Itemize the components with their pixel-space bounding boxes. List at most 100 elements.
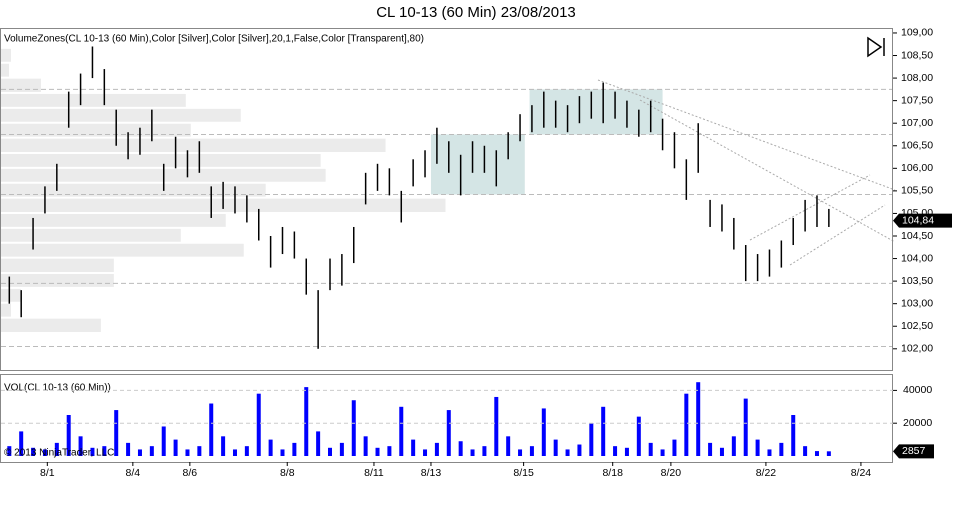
volume-panel	[0, 374, 893, 463]
volume-bar	[387, 446, 392, 456]
volume-bar	[708, 442, 713, 456]
volume-zone	[1, 303, 11, 317]
volume-bar	[280, 449, 285, 456]
volume-bar	[719, 447, 724, 456]
volume-zone	[1, 318, 101, 333]
y-tick-label: 102,00	[901, 343, 933, 355]
trend-line	[749, 174, 871, 241]
y-tick-label: 108,00	[901, 72, 933, 84]
volume-bar	[755, 439, 760, 456]
volume-bar	[375, 447, 380, 456]
volume-bar	[814, 451, 819, 456]
volume-bar	[399, 406, 404, 456]
y-tick-label: 108,50	[901, 49, 933, 61]
play-icon[interactable]	[867, 36, 885, 58]
volume-bar	[42, 449, 47, 456]
trend-line	[639, 99, 896, 243]
volume-bar	[589, 423, 594, 456]
volume-bar	[624, 447, 629, 456]
volume-bar	[672, 439, 677, 456]
volume-bar	[731, 436, 736, 456]
volume-bar	[244, 446, 249, 456]
volume-bar	[54, 442, 59, 456]
volume-bar	[197, 446, 202, 456]
volume-zone	[1, 108, 241, 122]
volume-bar	[434, 442, 439, 456]
volume-bar	[256, 393, 261, 456]
y-tick-label: 102,50	[901, 320, 933, 332]
volume-bar	[328, 447, 333, 456]
y-tick-label: 104,50	[901, 230, 933, 242]
volume-bar	[684, 393, 689, 456]
volume-bar	[577, 444, 582, 456]
trend-line	[597, 79, 896, 191]
volume-bar	[66, 415, 71, 456]
x-tick-label: 8/20	[661, 467, 682, 479]
volume-title: VOL(CL 10-13 (60 Min))	[4, 383, 111, 394]
volume-bar	[553, 439, 558, 456]
volume-zone	[1, 273, 114, 287]
copyright: © 2013 NinjaTrader, LLC	[4, 448, 114, 459]
last-price-label: 104,84	[902, 214, 934, 226]
volume-zone	[1, 48, 11, 62]
volume-bar	[803, 446, 808, 456]
y-tick-label: 20000	[903, 417, 932, 429]
y-tick-label: 106,50	[901, 140, 933, 152]
volume-bar	[304, 387, 309, 456]
volume-zone	[1, 123, 191, 137]
volume-zone	[1, 78, 41, 92]
volume-bar	[185, 449, 190, 456]
volume-bar	[470, 449, 475, 456]
trend-line	[789, 204, 886, 266]
indicator-label: VolumeZones(CL 10-13 (60 Min),Color [Sil…	[4, 34, 424, 45]
chart-title: CL 10-13 (60 Min) 23/08/2013	[376, 4, 576, 21]
volume-bar	[19, 431, 24, 456]
volume-bar	[601, 406, 606, 456]
y-tick-label: 109,00	[901, 27, 933, 39]
volume-bar	[316, 431, 321, 456]
volume-bar	[743, 398, 748, 456]
volume-bar	[648, 442, 653, 456]
x-tick-label: 8/24	[851, 467, 872, 479]
volume-bars	[7, 382, 831, 456]
volume-bar	[826, 451, 831, 456]
levels	[1, 88, 893, 348]
volume-zone	[1, 243, 244, 257]
volume-bar	[90, 447, 95, 456]
volume-bar	[660, 449, 665, 456]
volume-bar	[102, 446, 107, 456]
volume-bar	[7, 446, 12, 456]
volume-bar	[494, 396, 499, 456]
x-tick-label: 8/1	[40, 467, 55, 479]
x-tick-label: 8/13	[421, 467, 442, 479]
volume-bar	[114, 410, 119, 456]
volume-bar	[506, 436, 511, 456]
trend-lines	[597, 79, 896, 266]
y-tick-label: 106,00	[901, 162, 933, 174]
volume-bar	[126, 442, 131, 456]
price-panel	[0, 28, 893, 371]
boxes	[430, 89, 663, 195]
last-volume-label: 2857	[902, 445, 926, 457]
volume-zone	[1, 93, 186, 107]
x-tick-label: 8/6	[183, 467, 198, 479]
last-volume-tag	[893, 444, 934, 459]
volume-bar	[268, 439, 273, 456]
price-bars	[8, 46, 830, 349]
volume-zone	[1, 288, 21, 302]
volume-bar	[779, 442, 784, 456]
x-tick-label: 8/15	[513, 467, 534, 479]
x-tick-label: 8/18	[602, 467, 623, 479]
y-tick-label: 103,00	[901, 297, 933, 309]
volume-bar	[423, 449, 428, 456]
volume-bar	[149, 446, 154, 456]
volume-bar	[351, 400, 356, 456]
volume-bar	[411, 439, 416, 456]
volume-bar	[613, 446, 618, 456]
volume-bar	[173, 439, 178, 456]
highlight-box	[430, 134, 525, 195]
y-tick-label: 103,50	[901, 275, 933, 287]
x-tick-label: 8/11	[364, 467, 384, 479]
play-triangle[interactable]	[867, 36, 883, 58]
